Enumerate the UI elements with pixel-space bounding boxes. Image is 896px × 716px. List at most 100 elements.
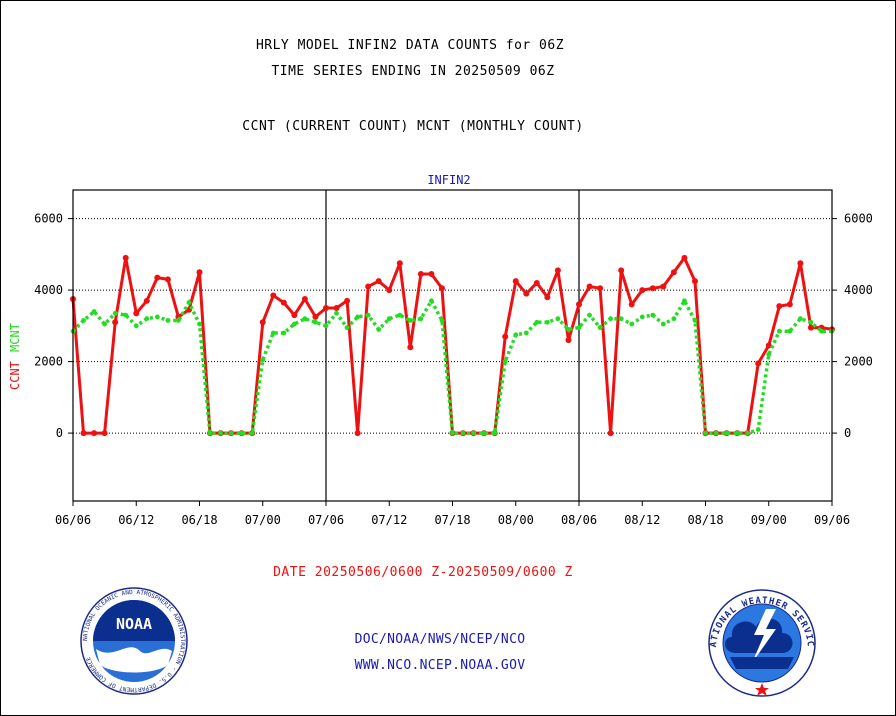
data-point-mcnt (502, 359, 508, 364)
data-point-ccnt (354, 430, 361, 437)
data-point-mcnt (534, 319, 540, 325)
data-point-mcnt (576, 325, 582, 331)
data-point-mcnt (270, 330, 276, 336)
data-point-mcnt (597, 325, 603, 331)
x-tick-label: 09/00 (751, 513, 787, 527)
x-tick-label: 08/00 (498, 513, 534, 527)
footer-url-link[interactable]: WWW.NCO.NCEP.NOAA.GOV (354, 658, 526, 673)
data-point-ccnt (112, 319, 119, 326)
data-point-ccnt (101, 430, 108, 437)
x-tick-label: 07/12 (371, 513, 407, 527)
data-point-mcnt (682, 298, 687, 304)
data-point-mcnt (386, 316, 392, 322)
data-point-mcnt (439, 318, 445, 323)
data-point-mcnt (671, 316, 677, 322)
data-point-ccnt (196, 269, 203, 276)
data-point-mcnt (344, 325, 350, 331)
data-point-mcnt (544, 319, 550, 325)
data-point-ccnt (649, 285, 656, 292)
data-point-ccnt (544, 294, 551, 301)
data-point-mcnt (197, 321, 202, 327)
data-point-mcnt (165, 318, 171, 323)
data-point-mcnt (650, 312, 656, 318)
data-point-mcnt (745, 430, 751, 436)
footer-org-link[interactable]: DOC/NOAA/NWS/NCEP/NCO (354, 632, 526, 647)
data-point-mcnt (397, 312, 403, 318)
data-point-mcnt (144, 316, 150, 322)
chart-title-line2: TIME SERIES ENDING IN 20250509 06Z (271, 64, 555, 79)
noaa-logo-text: NOAA (116, 615, 152, 633)
data-point-mcnt (566, 327, 571, 332)
x-tick-label: 06/18 (181, 513, 217, 527)
data-point-ccnt (786, 301, 793, 308)
data-point-ccnt (576, 301, 582, 308)
y-tick-label-left: 0 (56, 426, 63, 440)
data-point-ccnt (365, 283, 372, 290)
data-point-mcnt (81, 318, 86, 323)
nws-logo-icon: NATIONAL WEATHER SERVICE (708, 589, 816, 697)
data-point-ccnt (776, 303, 783, 310)
x-tick-label: 07/06 (308, 513, 344, 527)
data-point-mcnt (703, 430, 708, 436)
data-point-mcnt (123, 312, 129, 318)
data-point-ccnt (523, 290, 530, 297)
data-point-mcnt (407, 318, 413, 323)
data-point-mcnt (239, 430, 245, 436)
data-point-ccnt (755, 360, 762, 367)
data-point-ccnt (639, 287, 646, 294)
data-point-mcnt (207, 430, 213, 436)
data-point-mcnt (629, 321, 635, 327)
data-point-ccnt (438, 285, 445, 292)
y-tick-label-right: 4000 (844, 283, 873, 297)
data-point-mcnt (323, 323, 329, 329)
data-point-ccnt (681, 254, 688, 261)
data-point-mcnt (776, 328, 782, 334)
data-point-ccnt (259, 319, 266, 326)
series-line-ccnt (71, 256, 833, 435)
data-point-mcnt (819, 328, 824, 334)
x-tick-label: 08/12 (624, 513, 660, 527)
y-axis-label-ccnt: CCNT (8, 361, 22, 390)
data-point-ccnt (691, 278, 698, 285)
data-point-mcnt (334, 310, 339, 316)
data-point-mcnt (355, 314, 361, 320)
data-point-mcnt (429, 298, 434, 304)
data-point-ccnt (512, 278, 519, 285)
data-point-ccnt (323, 304, 329, 311)
noaa-logo-icon: NOAA NATIONAL OCEANIC AND ATMOSPHERIC AD… (80, 587, 188, 695)
data-point-ccnt (133, 310, 140, 317)
x-tick-label: 07/00 (245, 513, 281, 527)
data-point-mcnt (692, 318, 698, 323)
data-point-ccnt (597, 285, 604, 292)
data-point-ccnt (554, 267, 561, 274)
data-point-mcnt (808, 319, 814, 325)
data-point-ccnt (333, 304, 340, 311)
data-point-ccnt (344, 297, 351, 304)
data-point-mcnt (460, 430, 466, 436)
data-point-ccnt (670, 269, 677, 276)
data-point-ccnt (628, 301, 635, 308)
y-axis-label-mcnt: MCNT (8, 323, 22, 352)
data-point-mcnt (112, 310, 118, 316)
data-point-mcnt (176, 318, 181, 323)
data-point-mcnt (102, 321, 108, 327)
data-point-mcnt (154, 314, 160, 320)
y-tick-label-right: 2000 (844, 355, 873, 369)
data-point-ccnt (502, 333, 509, 340)
data-point-ccnt (91, 430, 98, 437)
data-point-mcnt (281, 330, 287, 336)
data-point-mcnt (365, 312, 371, 318)
data-point-ccnt (270, 292, 277, 299)
data-point-mcnt (228, 430, 234, 436)
data-point-mcnt (291, 321, 297, 327)
x-tick-label: 09/06 (814, 513, 850, 527)
data-point-mcnt (787, 328, 793, 334)
data-point-mcnt (418, 316, 424, 322)
data-point-mcnt (734, 430, 740, 436)
data-point-mcnt (186, 300, 192, 306)
data-point-ccnt (291, 312, 298, 319)
data-point-ccnt (375, 278, 382, 285)
data-point-mcnt (260, 357, 266, 363)
x-tick-label: 08/18 (687, 513, 723, 527)
